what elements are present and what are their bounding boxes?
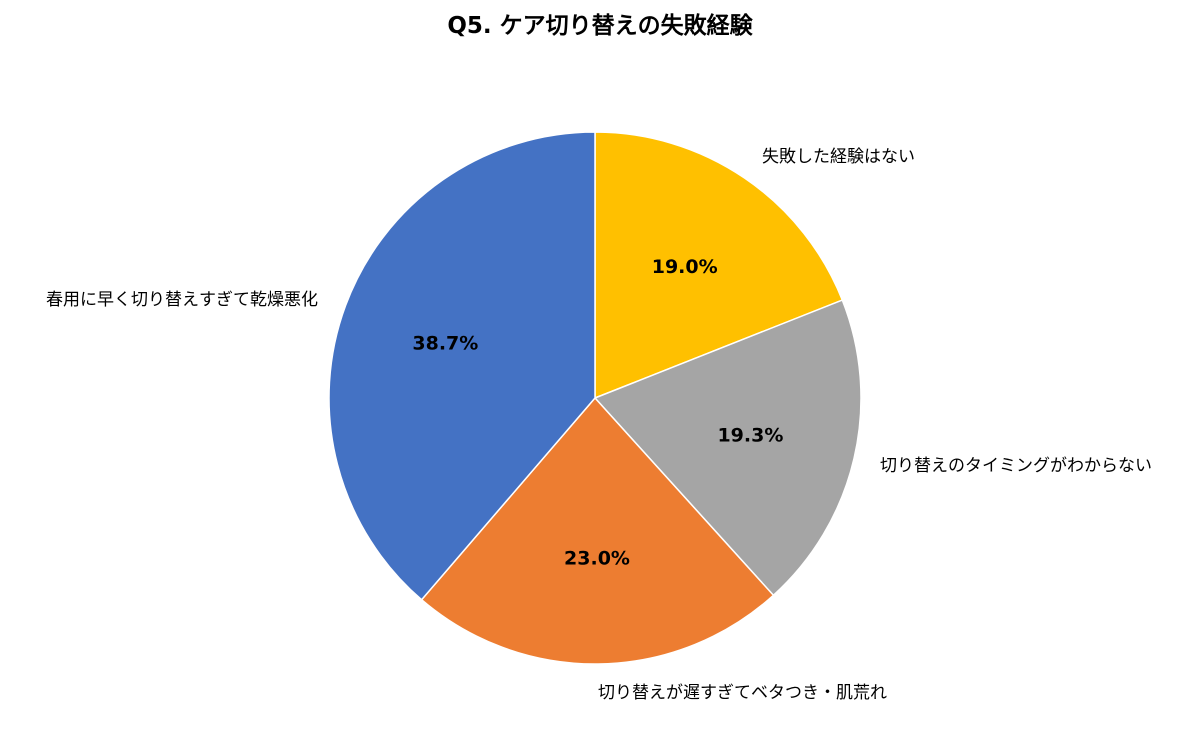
pie-category-label-3: 切り替えが遅すぎてベタつき・肌荒れ — [598, 683, 887, 703]
pie-slice-4 — [328, 131, 596, 601]
pie-category-label-1: 失敗した経験はない — [762, 147, 915, 167]
pie-category-label-2: 切り替えのタイミングがわからない — [880, 456, 1152, 476]
pie-value-label-1: 19.0% — [652, 256, 718, 278]
chart-title: Q5. ケア切り替えの失敗経験 — [447, 13, 753, 39]
pie-slice-1 — [594, 131, 844, 400]
pie-slice-2 — [593, 299, 862, 597]
pie-value-label-3: 23.0% — [564, 548, 630, 570]
pie-slices — [328, 131, 862, 665]
pie-category-labels: 失敗した経験はない切り替えのタイミングがわからない切り替えが遅すぎてベタつき・肌… — [46, 147, 1152, 703]
pie-category-label-4: 春用に早く切り替えすぎて乾燥悪化 — [46, 290, 318, 310]
pie-slice-3 — [420, 396, 775, 665]
pie-value-labels: 19.0% 19.3% 23.0% 38.7% — [412, 256, 783, 570]
pie-value-label-2: 19.3% — [717, 424, 783, 446]
pie-value-label-4: 38.7% — [412, 333, 478, 355]
